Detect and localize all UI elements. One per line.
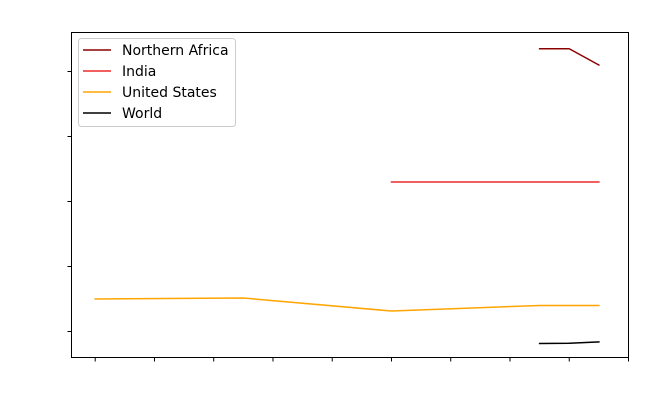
legend-label-united-states: United States: [122, 85, 217, 101]
series-line-united-states: [94, 297, 600, 312]
legend-label-northern-africa: Northern Africa: [122, 43, 229, 59]
plot-frame: [71, 32, 629, 358]
series-line-world: [538, 341, 600, 345]
legend-label-india: India: [122, 64, 156, 80]
legend: Northern Africa India United States World: [78, 38, 236, 127]
series-layer: [94, 48, 600, 345]
tick-layer: [67, 71, 629, 362]
legend-box: [78, 38, 236, 127]
legend-label-world: World: [122, 106, 162, 122]
series-line-northern-africa: [538, 48, 600, 67]
